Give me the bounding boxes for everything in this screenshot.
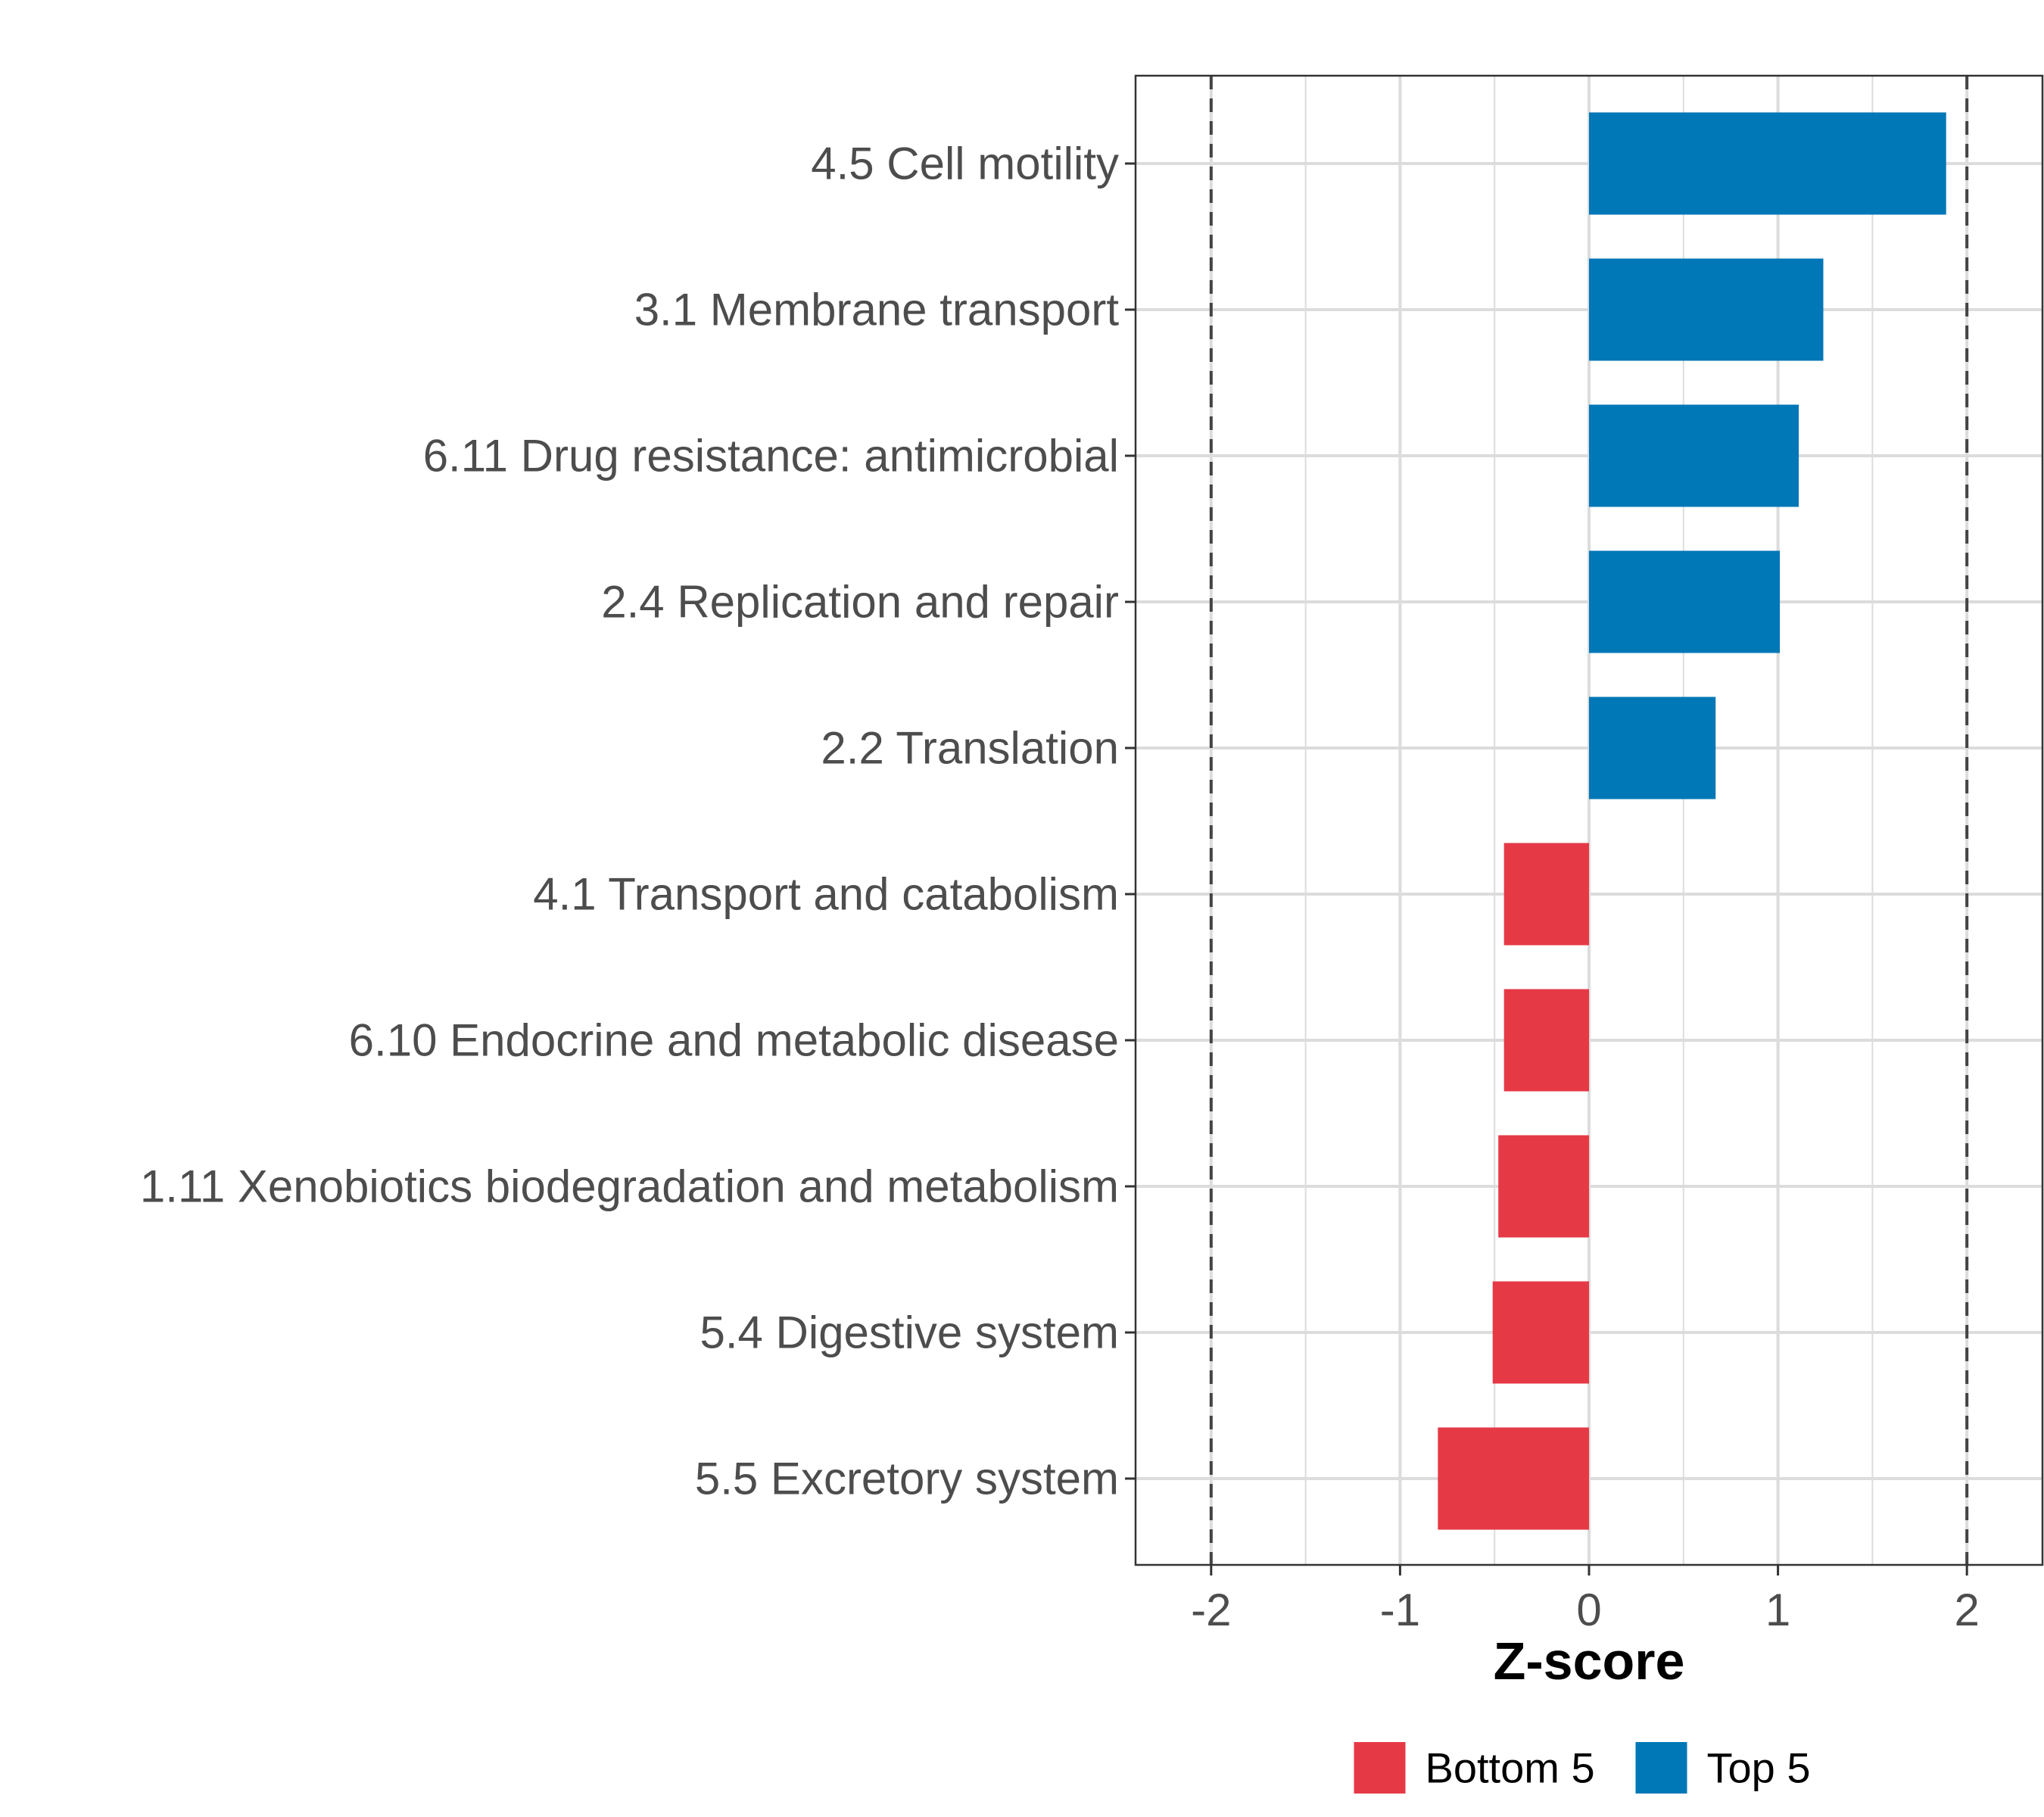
x-axis: -2 -1 0 1 2 xyxy=(1191,1565,1980,1635)
bar-5-5-excretory-system xyxy=(1438,1427,1589,1530)
legend-swatch xyxy=(1354,1742,1406,1794)
x-tick-label: 1 xyxy=(1765,1585,1790,1635)
y-tick-label: 6.10 Endocrine and metabolic disease xyxy=(349,1015,1119,1066)
x-tick-label: 2 xyxy=(1954,1585,1979,1635)
legend-label: Bottom 5 xyxy=(1426,1744,1595,1792)
y-tick-label: 4.1 Transport and catabolism xyxy=(533,869,1119,920)
legend: Bottom 5 Top 5 xyxy=(1354,1742,1811,1794)
bar-5-4-digestive-system xyxy=(1492,1281,1589,1384)
x-tick-label: 0 xyxy=(1576,1585,1601,1635)
bar-3-1-membrane-transport xyxy=(1589,258,1824,361)
y-axis: 4.5 Cell motility 3.1 Membrane transport 6… xyxy=(140,139,1136,1504)
bars xyxy=(1438,112,1946,1530)
bar-6-11-drug-resistance-antimicrobial xyxy=(1589,404,1799,507)
y-tick-label: 3.1 Membrane transport xyxy=(634,285,1120,335)
bar-4-5-cell-motility xyxy=(1589,112,1946,215)
bar-6-10-endocrine-and-metabolic-disease xyxy=(1503,989,1589,1092)
x-tick-label: -2 xyxy=(1191,1585,1231,1635)
y-tick-label: 2.4 Replication and repair xyxy=(601,577,1119,628)
legend-swatch xyxy=(1635,1742,1687,1794)
y-tick-label: 6.11 Drug resistance: antimicrobial xyxy=(423,431,1119,482)
bar-1-11-xenobiotics-biodegradation-and-metabolism xyxy=(1498,1135,1589,1238)
legend-label: Top 5 xyxy=(1707,1744,1811,1792)
bar-2-2-translation xyxy=(1589,697,1716,799)
x-tick-label: -1 xyxy=(1380,1585,1420,1635)
y-tick-label: 5.5 Excretory system xyxy=(695,1454,1119,1504)
legend-item-top-5: Top 5 xyxy=(1635,1742,1811,1794)
y-tick-label: 1.11 Xenobiotics biodegradation and meta… xyxy=(140,1161,1119,1212)
y-tick-label: 4.5 Cell motility xyxy=(811,139,1119,189)
y-tick-label: 2.2 Translation xyxy=(821,723,1119,774)
x-axis-title: Z-score xyxy=(1494,1632,1685,1691)
legend-item-bottom-5: Bottom 5 xyxy=(1354,1742,1595,1794)
bar-2-4-replication-and-repair xyxy=(1589,550,1781,653)
bar-4-1-transport-and-catabolism xyxy=(1503,843,1589,946)
y-tick-label: 5.4 Digestive system xyxy=(700,1307,1119,1358)
